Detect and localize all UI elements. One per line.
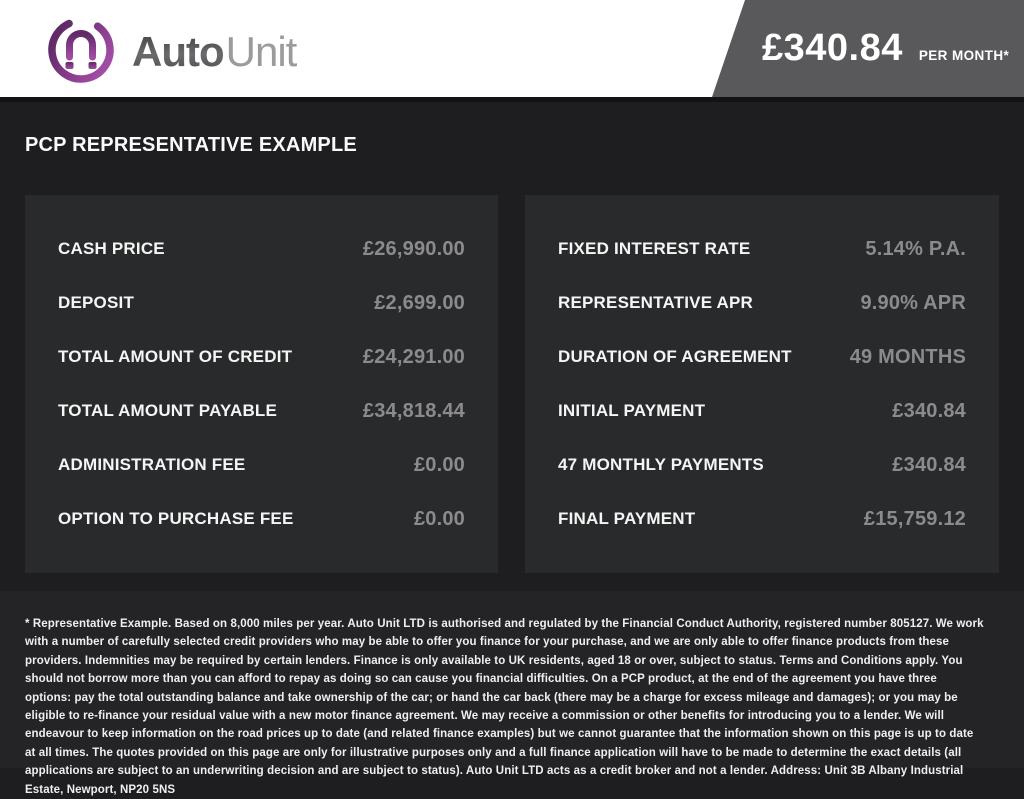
table-row: OPTION TO PURCHASE FEE £0.00 [58,492,465,546]
finance-row-value: 5.14% P.A. [865,237,966,260]
table-row: FIXED INTEREST RATE 5.14% P.A. [558,222,966,276]
finance-row-value: 9.90% APR [860,291,966,314]
autounit-logo-icon [44,12,118,91]
table-row: FINAL PAYMENT £15,759.12 [558,492,966,546]
table-row: ADMINISTRATION FEE £0.00 [58,438,465,492]
brand-name: Auto Unit [132,27,298,76]
finance-row-label: DEPOSIT [58,293,135,312]
representative-example-disclaimer: * Representative Example. Based on 8,000… [25,618,984,796]
table-row: INITIAL PAYMENT £340.84 [558,384,966,438]
brand-name-unit: Unit [225,27,298,75]
header-bar: Auto Unit £340.84 PER MONTH* [0,0,1024,97]
monthly-price-banner: £340.84 PER MONTH* [712,0,1024,97]
finance-row-value: £0.00 [413,453,465,476]
finance-row-label: FINAL PAYMENT [558,509,696,528]
finance-row-value: £26,990.00 [362,237,465,260]
monthly-price-suffix: PER MONTH* [918,48,1010,63]
finance-row-label: OPTION TO PURCHASE FEE [58,509,294,528]
table-row: CASH PRICE £26,990.00 [58,222,465,276]
finance-row-label: FIXED INTEREST RATE [558,239,751,258]
finance-example-section: PCP REPRESENTATIVE EXAMPLE CASH PRICE £2… [0,97,1024,591]
finance-row-label: INITIAL PAYMENT [558,401,706,420]
table-row: TOTAL AMOUNT OF CREDIT £24,291.00 [58,330,465,384]
finance-row-label: CASH PRICE [58,239,165,258]
finance-row-label: TOTAL AMOUNT PAYABLE [58,401,278,420]
finance-panel-right: FIXED INTEREST RATE 5.14% P.A. REPRESENT… [525,195,999,573]
finance-row-value: £24,291.00 [362,345,465,368]
finance-row-value: 49 MONTHS [849,345,966,368]
table-row: DEPOSIT £2,699.00 [58,276,465,330]
table-row: TOTAL AMOUNT PAYABLE £34,818.44 [58,384,465,438]
finance-row-value: £340.84 [892,453,966,476]
finance-row-label: REPRESENTATIVE APR [558,293,754,312]
autounit-logo[interactable]: Auto Unit [44,12,298,91]
finance-row-value: £0.00 [413,507,465,530]
page-title: PCP REPRESENTATIVE EXAMPLE [25,134,357,156]
footer-section: * Representative Example. Based on 8,000… [0,591,1024,796]
finance-row-value: £340.84 [892,399,966,422]
brand-name-auto: Auto [132,27,225,75]
finance-row-value: £2,699.00 [374,291,465,314]
monthly-price-amount: £340.84 [762,27,903,69]
finance-row-value: £34,818.44 [362,399,465,422]
finance-row-label: 47 MONTHLY PAYMENTS [558,455,764,474]
table-row: 47 MONTHLY PAYMENTS £340.84 [558,438,966,492]
table-row: DURATION OF AGREEMENT 49 MONTHS [558,330,966,384]
finance-row-value: £15,759.12 [863,507,966,530]
table-row: REPRESENTATIVE APR 9.90% APR [558,276,966,330]
finance-panel-left: CASH PRICE £26,990.00 DEPOSIT £2,699.00 … [25,195,498,573]
finance-row-label: DURATION OF AGREEMENT [558,347,792,366]
finance-row-label: TOTAL AMOUNT OF CREDIT [58,347,293,366]
finance-row-label: ADMINISTRATION FEE [58,455,246,474]
